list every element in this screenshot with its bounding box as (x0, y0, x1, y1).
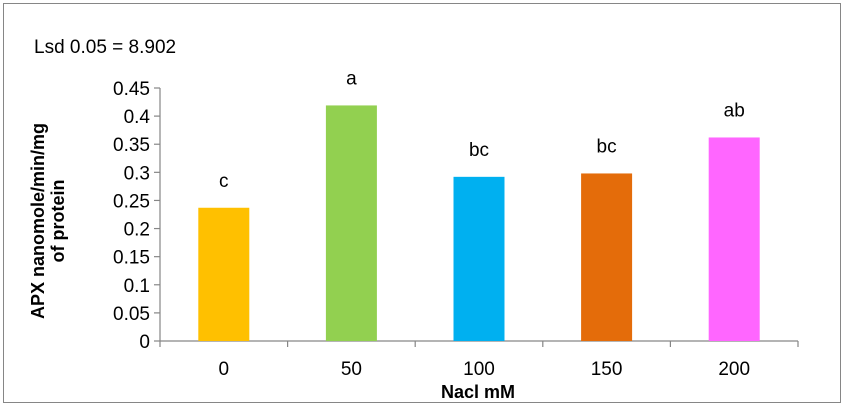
x-ticks (159, 341, 799, 347)
bar-100 (453, 176, 505, 341)
bar-labels: c a bc bc ab (219, 68, 745, 191)
x-tick-label: 150 (591, 359, 623, 380)
y-tick-label: 0.3 (124, 163, 150, 184)
bar-significance-label: ab (724, 100, 745, 121)
bars (198, 105, 760, 341)
y-tick-label: 0.1 (124, 276, 150, 297)
x-tick-label: 0 (219, 359, 230, 380)
y-axis-title-line-2: of protein (48, 180, 68, 263)
bar-150 (581, 173, 633, 341)
bar-0 (198, 207, 250, 341)
bar-50 (325, 105, 377, 341)
lsd-annotation: Lsd 0.05 = 8.902 (34, 37, 176, 58)
bar-significance-label: bc (469, 140, 489, 161)
bar-significance-label: a (346, 68, 357, 89)
y-tick-label: 0 (139, 332, 150, 353)
x-tick-label: 200 (718, 359, 750, 380)
chart-frame (3, 3, 841, 403)
y-tick-label: 0.25 (113, 191, 150, 212)
y-tick-label: 0.15 (113, 248, 150, 269)
y-tick-label: 0.45 (113, 79, 150, 100)
x-axis-title: Nacl mM (441, 382, 515, 402)
y-tick-label: 0.05 (113, 304, 150, 325)
bar-significance-label: bc (597, 136, 617, 157)
y-ticks: 0 0.05 0.1 0.15 0.2 0.25 0.3 0.35 0.4 0.45 (113, 79, 160, 353)
y-tick-label: 0.2 (124, 220, 150, 241)
x-tick-labels: 0 50 100 150 200 (219, 359, 751, 380)
x-tick-label: 100 (463, 359, 495, 380)
y-axis-title: APX nanomole/min/mg of protein (28, 123, 68, 319)
y-axis-title-line-1: APX nanomole/min/mg (28, 123, 48, 319)
bar-significance-label: c (219, 171, 229, 192)
y-tick-label: 0.35 (113, 135, 150, 156)
y-tick-label: 0.4 (124, 107, 151, 128)
x-tick-label: 50 (341, 359, 362, 380)
bar-200 (708, 137, 760, 341)
